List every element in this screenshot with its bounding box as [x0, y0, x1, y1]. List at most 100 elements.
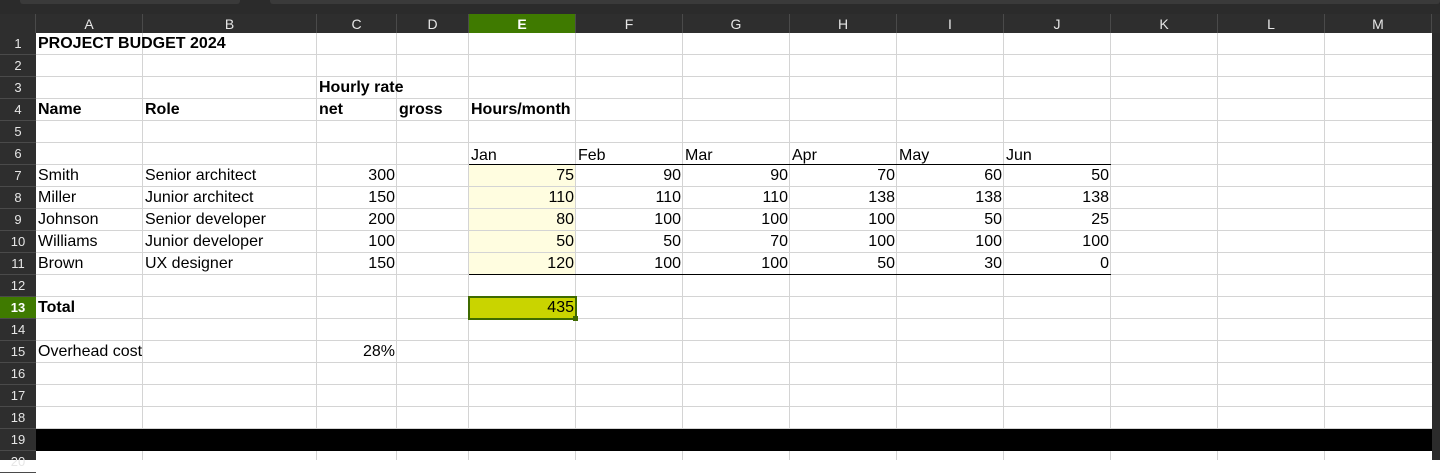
hours-cell[interactable]: 110	[655, 189, 681, 206]
hours-cell[interactable]: 90	[770, 167, 788, 184]
hours-cell[interactable]: 100	[868, 233, 895, 250]
month-header-cell-jun[interactable]: Jun	[1006, 147, 1032, 164]
sheet-title-cell[interactable]: PROJECT BUDGET 2024	[38, 35, 226, 52]
month-header-cell-may[interactable]: May	[899, 147, 930, 164]
hours-cell[interactable]: 138	[975, 189, 1002, 206]
row-header-4[interactable]: 4	[0, 99, 36, 121]
header-gross-cell[interactable]: gross	[399, 101, 443, 118]
hours-cell[interactable]: 138	[868, 189, 895, 206]
row-header-18[interactable]: 18	[0, 407, 36, 429]
month-header-cell-apr[interactable]: Apr	[792, 147, 817, 164]
row-header-10[interactable]: 10	[0, 231, 36, 253]
row-header-1[interactable]: 1	[0, 33, 36, 55]
role-cell[interactable]: UX designer	[145, 255, 234, 272]
hours-cell[interactable]: 138	[1082, 189, 1109, 206]
role-cell[interactable]: Senior developer	[145, 211, 266, 228]
month-header-cell-jan[interactable]: Jan	[471, 147, 497, 164]
name-cell[interactable]: Johnson	[38, 211, 99, 228]
rate-cell[interactable]: 150	[368, 255, 395, 272]
column-header-c[interactable]: C	[317, 14, 397, 33]
hours-cell[interactable]: 30	[984, 255, 1002, 272]
role-cell[interactable]: Junior architect	[145, 189, 254, 206]
hours-cell[interactable]: 50	[663, 233, 681, 250]
rate-cell[interactable]: 200	[368, 211, 395, 228]
hours-cell[interactable]: 0	[1100, 255, 1109, 272]
hours-cell[interactable]: 110	[548, 189, 574, 206]
row-header-15[interactable]: 15	[0, 341, 36, 363]
hours-cell[interactable]: 100	[868, 211, 895, 228]
rendering-artifact-band	[36, 429, 1432, 451]
hours-cell[interactable]: 70	[770, 233, 788, 250]
hours-cell[interactable]: 50	[877, 255, 895, 272]
hours-cell[interactable]: 90	[663, 167, 681, 184]
column-header-g[interactable]: G	[683, 14, 790, 33]
hours-cell[interactable]: 100	[654, 211, 681, 228]
row-header-11[interactable]: 11	[0, 253, 36, 275]
hours-cell[interactable]: 75	[556, 167, 574, 184]
rate-cell[interactable]: 300	[368, 167, 395, 184]
column-header-f[interactable]: F	[576, 14, 683, 33]
rate-cell[interactable]: 100	[368, 233, 395, 250]
column-header-j[interactable]: J	[1004, 14, 1111, 33]
hours-cell[interactable]: 110	[762, 189, 788, 206]
row-header-17[interactable]: 17	[0, 385, 36, 407]
hours-cell[interactable]: 50	[556, 233, 574, 250]
hours-cell[interactable]: 100	[761, 255, 788, 272]
header-role-cell[interactable]: Role	[145, 101, 180, 118]
hours-cell[interactable]: 100	[975, 233, 1002, 250]
row-header-12[interactable]: 12	[0, 275, 36, 297]
row-header-20[interactable]: 20	[0, 451, 36, 473]
select-all-corner[interactable]	[0, 14, 36, 33]
overhead-label-cell[interactable]: Overhead cost	[38, 343, 143, 360]
month-header-cell-mar[interactable]: Mar	[685, 147, 713, 164]
row-header-16[interactable]: 16	[0, 363, 36, 385]
row-header-3[interactable]: 3	[0, 77, 36, 99]
header-net-cell[interactable]: net	[319, 101, 343, 118]
row-header-8[interactable]: 8	[0, 187, 36, 209]
hours-cell[interactable]: 80	[556, 211, 574, 228]
column-header-a[interactable]: A	[36, 14, 143, 33]
row-header-9[interactable]: 9	[0, 209, 36, 231]
column-header-i[interactable]: I	[897, 14, 1004, 33]
column-header-d[interactable]: D	[397, 14, 469, 33]
column-header-b[interactable]: B	[143, 14, 317, 33]
hours-cell[interactable]: 70	[877, 167, 895, 184]
hours-cell[interactable]: 50	[1091, 167, 1109, 184]
hours-cell[interactable]: 25	[1091, 211, 1109, 228]
name-cell[interactable]: Brown	[38, 255, 84, 272]
hours-cell[interactable]: 100	[761, 211, 788, 228]
row-header-5[interactable]: 5	[0, 121, 36, 143]
column-header-l[interactable]: L	[1218, 14, 1325, 33]
header-hours-cell[interactable]: Hours/month	[471, 101, 571, 118]
total-value-cell[interactable]: 435	[547, 299, 574, 316]
row-header-7[interactable]: 7	[0, 165, 36, 187]
column-header-k[interactable]: K	[1111, 14, 1218, 33]
fill-handle[interactable]	[573, 316, 578, 321]
name-cell[interactable]: Miller	[38, 189, 77, 206]
row-header-2[interactable]: 2	[0, 55, 36, 77]
spreadsheet-grid[interactable]: PROJECT BUDGET 2024 Hourly rate Name Role ne…	[36, 33, 1432, 429]
total-label-cell[interactable]: Total	[38, 299, 76, 316]
hours-cell[interactable]: 100	[654, 255, 681, 272]
header-name-cell[interactable]: Name	[38, 101, 82, 118]
name-cell[interactable]: Smith	[38, 167, 79, 184]
column-header-h[interactable]: H	[790, 14, 897, 33]
hourly-rate-label-cell[interactable]: Hourly rate	[319, 79, 404, 96]
hours-cell[interactable]: 50	[984, 211, 1002, 228]
hours-cell[interactable]: 60	[984, 167, 1002, 184]
column-header-e[interactable]: E	[469, 14, 576, 33]
hours-cell[interactable]: 120	[547, 255, 574, 272]
row-header-19[interactable]: 19	[0, 429, 36, 451]
name-cell[interactable]: Williams	[38, 233, 98, 250]
month-header-cell-feb[interactable]: Feb	[578, 147, 606, 164]
row-header-6[interactable]: 6	[0, 143, 36, 165]
hours-cell[interactable]: 100	[1082, 233, 1109, 250]
role-cell[interactable]: Junior developer	[145, 233, 264, 250]
rate-cell[interactable]: 150	[368, 189, 395, 206]
column-header-m[interactable]: M	[1325, 14, 1432, 33]
role-cell[interactable]: Senior architect	[145, 167, 257, 184]
overhead-value-cell[interactable]: 28%	[362, 343, 395, 360]
vertical-scrollbar-gutter[interactable]	[1432, 33, 1440, 460]
row-header-13[interactable]: 13	[0, 297, 36, 319]
row-header-14[interactable]: 14	[0, 319, 36, 341]
